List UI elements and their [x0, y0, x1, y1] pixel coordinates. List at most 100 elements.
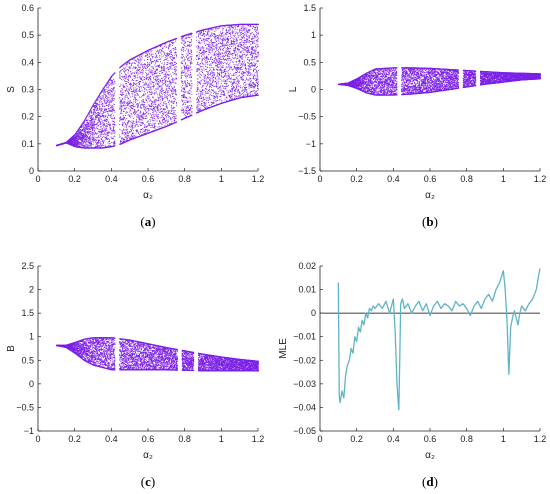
data-point	[154, 92, 155, 93]
data-point	[168, 81, 169, 82]
data-point	[136, 84, 137, 85]
data-point	[103, 131, 104, 132]
data-point	[137, 59, 138, 60]
data-point	[198, 82, 199, 83]
data-point	[155, 62, 156, 63]
data-point	[137, 69, 138, 70]
data-point	[113, 124, 114, 125]
data-point	[187, 37, 188, 38]
data-point	[90, 145, 91, 146]
data-point	[175, 90, 176, 91]
data-point	[141, 108, 142, 109]
data-point	[125, 123, 126, 124]
data-point	[141, 72, 142, 73]
data-point	[151, 50, 152, 51]
data-point	[96, 126, 97, 127]
data-point	[104, 94, 105, 95]
data-point	[139, 122, 140, 123]
data-point	[161, 95, 162, 96]
data-point	[198, 71, 199, 72]
data-point	[166, 88, 167, 89]
data-point	[191, 101, 192, 102]
data-point	[184, 66, 185, 67]
data-point	[191, 44, 192, 45]
data-point	[135, 89, 136, 90]
data-point	[114, 91, 115, 92]
data-point	[200, 63, 201, 64]
data-point	[203, 98, 204, 99]
data-point	[104, 134, 105, 135]
data-point	[176, 56, 177, 57]
data-point	[161, 50, 162, 51]
data-point	[138, 103, 139, 104]
data-point	[157, 115, 158, 116]
data-point	[142, 114, 143, 115]
data-point	[181, 71, 182, 72]
data-point	[156, 93, 157, 94]
data-point	[132, 120, 133, 121]
data-point	[142, 124, 143, 125]
data-point	[139, 124, 140, 125]
data-point	[169, 66, 170, 67]
data-point	[165, 73, 166, 74]
data-point	[131, 84, 132, 85]
data-point	[94, 120, 95, 121]
data-point	[133, 133, 134, 134]
data-point	[125, 109, 126, 110]
data-point	[123, 85, 124, 86]
data-point	[107, 97, 108, 98]
data-point	[198, 87, 199, 88]
data-point	[185, 42, 186, 43]
data-point	[85, 127, 86, 128]
data-point	[91, 143, 92, 144]
data-point	[159, 73, 160, 74]
data-point	[197, 87, 198, 88]
data-point	[108, 100, 109, 101]
data-point	[105, 129, 106, 130]
data-point	[199, 56, 200, 57]
data-point	[206, 79, 207, 80]
data-point	[182, 71, 183, 72]
data-point	[121, 138, 122, 139]
data-point	[152, 127, 153, 128]
data-point	[136, 91, 137, 92]
data-point	[114, 136, 115, 137]
data-point	[201, 32, 202, 33]
data-point	[125, 83, 126, 84]
data-point	[145, 110, 146, 111]
data-point	[199, 101, 200, 102]
data-point	[166, 47, 167, 48]
data-point	[164, 109, 165, 110]
data-point	[187, 80, 188, 81]
data-point	[202, 79, 203, 80]
data-point	[189, 83, 190, 84]
data-point	[94, 124, 95, 125]
data-point	[112, 91, 113, 92]
data-point	[167, 96, 168, 97]
data-point	[135, 102, 136, 103]
data-point	[123, 79, 124, 80]
data-point	[125, 101, 126, 102]
data-point	[127, 112, 128, 113]
data-point	[151, 53, 152, 54]
data-point	[100, 113, 101, 114]
data-point	[74, 136, 75, 137]
data-point	[160, 122, 161, 123]
data-point	[165, 90, 166, 91]
data-point	[166, 86, 167, 87]
data-point	[96, 100, 97, 101]
data-point	[185, 62, 186, 63]
data-point	[124, 105, 125, 106]
data-point	[181, 72, 182, 73]
data-point	[158, 124, 159, 125]
data-point	[103, 145, 104, 146]
data-point	[187, 114, 188, 115]
data-point	[187, 59, 188, 60]
data-point	[202, 94, 203, 95]
data-point	[205, 57, 206, 58]
data-point	[132, 125, 133, 126]
data-point	[154, 107, 155, 108]
data-point	[146, 76, 147, 77]
data-point	[184, 60, 185, 61]
data-point	[147, 87, 148, 88]
